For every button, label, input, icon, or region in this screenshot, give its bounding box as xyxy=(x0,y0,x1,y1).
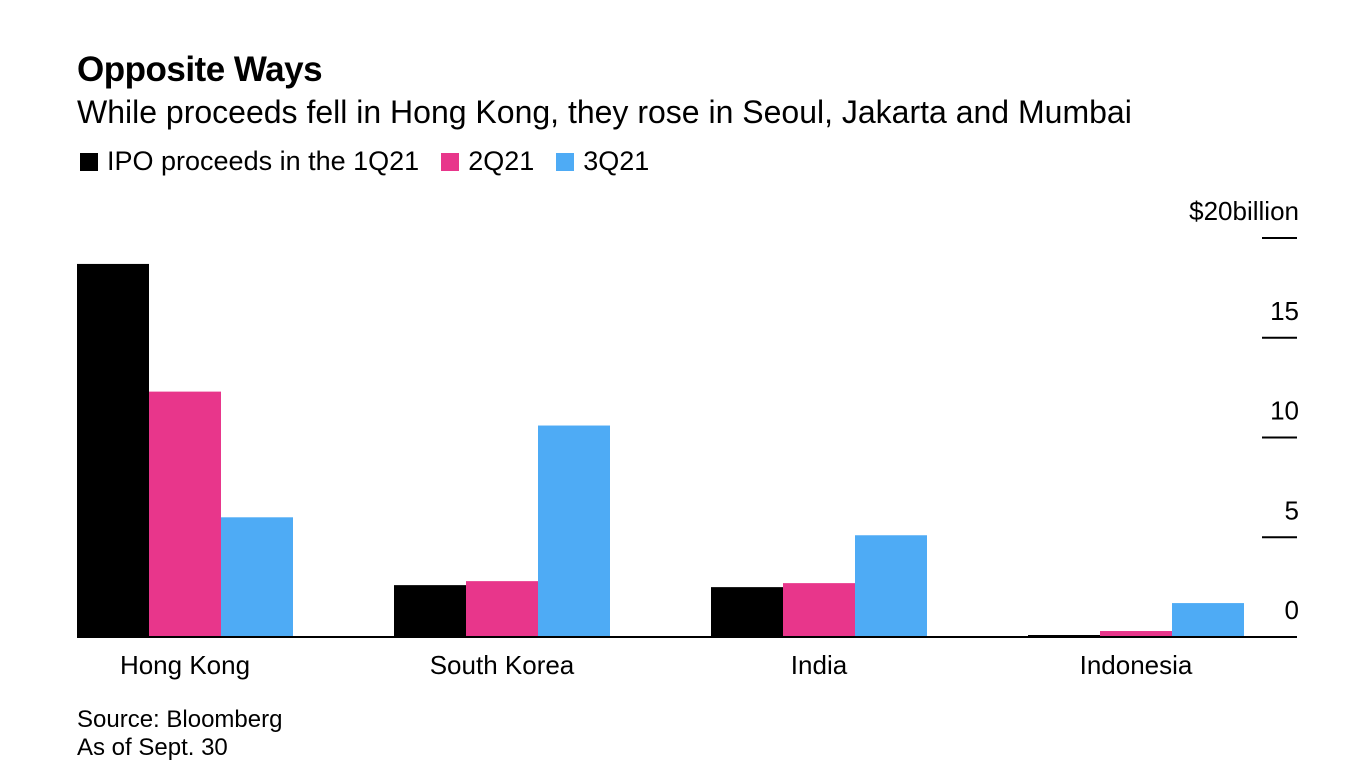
legend-label-series-1: IPO proceeds in the 1Q21 xyxy=(107,146,420,176)
bar xyxy=(221,517,293,637)
legend-label-series-2: 2Q21 xyxy=(468,146,535,176)
y-tick-label: $20billion xyxy=(1189,196,1299,226)
chart-subtitle: While proceeds fell in Hong Kong, they r… xyxy=(77,94,1132,130)
bar xyxy=(394,585,466,637)
legend-item-series-3: 3Q21 xyxy=(556,146,649,177)
y-tick-label: 10 xyxy=(1270,396,1299,426)
bar xyxy=(149,391,221,637)
x-tick-label: India xyxy=(791,650,848,680)
x-tick-label: South Korea xyxy=(430,650,575,680)
y-tick-label: 15 xyxy=(1270,296,1299,326)
date-note: As of Sept. 30 xyxy=(77,734,228,761)
bar xyxy=(77,263,149,637)
legend-label-series-3: 3Q21 xyxy=(583,146,650,176)
footer: Source: Bloomberg As of Sept. 30 xyxy=(77,706,282,762)
x-tick-label: Hong Kong xyxy=(120,650,250,680)
y-tick-label: 0 xyxy=(1285,595,1299,625)
bar xyxy=(711,587,783,637)
bar xyxy=(783,583,855,637)
legend-item-series-2: 2Q21 xyxy=(441,146,534,177)
y-tick-label: 5 xyxy=(1285,495,1299,525)
x-tick-label: Indonesia xyxy=(1080,650,1193,680)
bar xyxy=(1172,603,1244,637)
bar xyxy=(466,581,538,637)
bar xyxy=(855,535,927,637)
legend: IPO proceeds in the 1Q21 2Q21 3Q21 xyxy=(80,146,671,177)
legend-swatch-series-1 xyxy=(80,152,98,171)
chart-title: Opposite Ways xyxy=(77,50,323,89)
source-note: Source: Bloomberg xyxy=(77,706,283,733)
legend-swatch-series-2 xyxy=(441,152,460,171)
bar xyxy=(538,425,610,637)
legend-item-series-1: IPO proceeds in the 1Q21 xyxy=(80,146,419,177)
legend-swatch-series-3 xyxy=(556,152,575,171)
bar xyxy=(1100,631,1172,637)
